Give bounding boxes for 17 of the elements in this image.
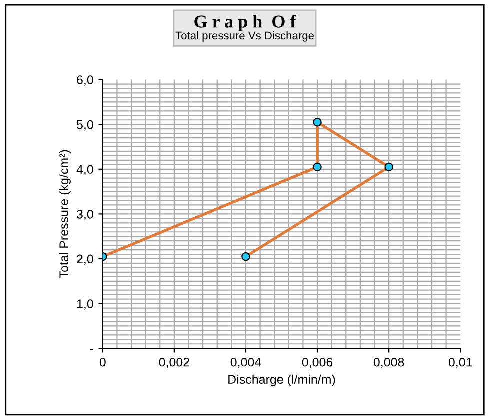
- x-tick-label: 0,002: [159, 358, 190, 368]
- x-tick-label: 0,004: [230, 358, 262, 368]
- y-tick-label: -: [90, 349, 94, 350]
- y-tick-label: 4,0: [76, 165, 94, 176]
- x-tick-label: 0,006: [302, 358, 333, 368]
- y-tick-label: 5,0: [76, 120, 94, 131]
- y-axis-title: Total Pressure (kg/cm²): [59, 150, 71, 279]
- x-tick-label: 0: [100, 358, 106, 367]
- chart-subtitle: Total pressure Vs Discharge: [176, 32, 314, 42]
- y-tick-label: 1,0: [77, 300, 94, 310]
- chart-title: G r a p h O f: [194, 14, 296, 32]
- y-tick-label: 3,0: [76, 210, 94, 220]
- x-tick-label: 0,008: [374, 358, 404, 368]
- y-tick-label: 6,0: [77, 76, 94, 86]
- x-axis-title: Discharge (l/min/m): [228, 374, 336, 386]
- x-tick-label: 0,01: [448, 358, 472, 368]
- y-tick-label: 2,0: [77, 254, 94, 266]
